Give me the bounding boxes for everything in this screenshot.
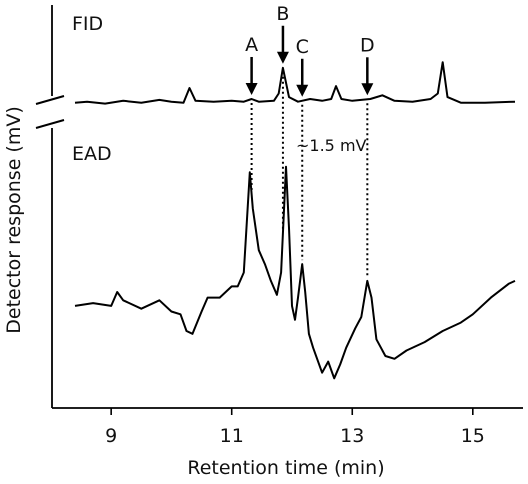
x-axis-label: Retention time (min): [187, 457, 384, 479]
guide-lines: [250, 71, 369, 277]
x-tick-label: 9: [105, 425, 117, 447]
fid-label: FID: [72, 13, 103, 35]
x-tick-label: 15: [461, 425, 485, 447]
scale-label: ~1.5 mV: [296, 136, 367, 155]
axis-break-marker: [35, 95, 65, 129]
series-lines: [74, 61, 516, 380]
fid-trace: [74, 61, 516, 105]
peak-label: D: [360, 34, 375, 56]
axes: [35, 5, 523, 409]
x-tick-label: 13: [340, 425, 364, 447]
ead-label: EAD: [72, 143, 112, 165]
peak-arrow-head: [276, 51, 289, 64]
peak-arrow-head: [296, 84, 309, 97]
ead-trace: [74, 165, 516, 380]
peak-arrow-head: [245, 82, 258, 95]
x-tick-label: 11: [220, 425, 244, 447]
y-axis-label: Detector response (mV): [3, 106, 25, 334]
peak-annotations: ABC D: [245, 3, 375, 97]
peak-label: C: [296, 36, 309, 58]
peak-label: A: [245, 34, 258, 56]
peak-label: B: [276, 3, 289, 25]
x-ticks: 9 11 13 15: [105, 408, 485, 447]
peak-arrow-head: [361, 83, 374, 96]
